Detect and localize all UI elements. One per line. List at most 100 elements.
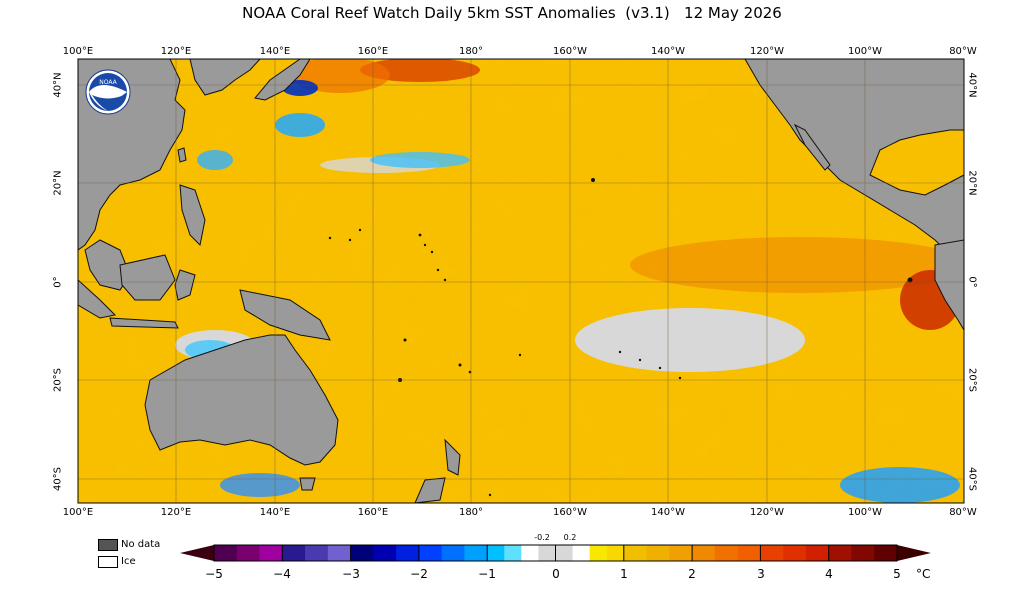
lon-tick-top: 160°E (357, 46, 389, 57)
lon-tick-bottom: 100°W (848, 507, 882, 518)
colorbar-max-arrow (897, 545, 931, 561)
colorbar (180, 544, 931, 562)
colorbar-small-tick: 0.2 (563, 533, 577, 542)
lon-tick-bottom: 160°E (357, 507, 389, 518)
lon-tick-top: 100°W (848, 46, 882, 57)
logo-text: NOAA (99, 79, 117, 86)
tasmania (299, 477, 316, 491)
colorbar-tick: 4 (825, 567, 833, 581)
philippines (179, 184, 206, 247)
colorbar-segment (504, 545, 522, 561)
lon-tick-top: 120°E (160, 46, 192, 57)
lon-tick-top: 140°E (259, 46, 291, 57)
lon-tick-bottom: 100°E (62, 507, 94, 518)
lon-tick-top: 160°W (553, 46, 587, 57)
colorbar-unit: °C (916, 567, 931, 581)
colorbar-segment (783, 545, 807, 561)
colorbar-segment (487, 545, 505, 561)
lon-tick-top: 140°W (651, 46, 685, 57)
colorbar-segment (851, 545, 875, 561)
colorbar-segment (669, 545, 693, 561)
colorbar-segment (538, 545, 556, 561)
colorbar-segment (282, 545, 306, 561)
colorbar-segment (236, 545, 261, 561)
sumatra (78, 279, 117, 319)
colorbar-segment (396, 545, 420, 561)
noaa-logo: NOAA (85, 69, 131, 115)
north-america (744, 59, 964, 261)
lon-tick-bottom: 120°E (160, 507, 192, 518)
colorbar-segment (259, 545, 283, 561)
new-zealand-south (414, 477, 446, 503)
colorbar-segment (350, 545, 374, 561)
colorbar-min-arrow (180, 545, 214, 561)
taiwan (177, 147, 187, 163)
neutral-patch-south-pacific (575, 308, 805, 372)
lon-tick-bottom: 160°W (553, 507, 587, 518)
lat-tick-right: 40°N (966, 72, 978, 98)
australia (144, 334, 339, 466)
map-frame (77, 58, 965, 504)
colorbar-tick: −4 (273, 567, 291, 581)
graticule (78, 59, 964, 503)
colorbar-tick: −1 (478, 567, 496, 581)
colorbar-segment (464, 545, 488, 561)
colorbar-segment (714, 545, 739, 561)
no-data-label: No data (121, 539, 161, 550)
colorbar-small-tick: -0.2 (534, 533, 550, 542)
lat-tick-right: 20°S (966, 367, 978, 393)
cool-anomaly-1 (275, 113, 325, 137)
lat-tick-left: 20°S (52, 367, 64, 393)
japan (254, 59, 311, 101)
borneo (119, 254, 176, 301)
colorbar-segment (214, 545, 238, 561)
colorbar-segment (418, 545, 443, 561)
lat-tick-left: 40°N (52, 72, 64, 98)
colorbar-segment (874, 545, 898, 561)
lat-tick-left: 40°S (52, 466, 64, 492)
colorbar-segment (737, 545, 761, 561)
lat-tick-right: 40°S (966, 466, 978, 492)
cool-anomaly-2 (370, 152, 470, 168)
colorbar-tick: 5 (893, 567, 901, 581)
lon-tick-bottom: 80°W (949, 507, 977, 518)
lon-tick-bottom: 140°E (259, 507, 291, 518)
lon-tick-bottom: 180° (458, 507, 484, 518)
colorbar-segment (305, 545, 329, 561)
cool-anomaly-south (220, 473, 300, 497)
colorbar-segment (646, 545, 670, 561)
lon-tick-bottom: 140°W (651, 507, 685, 518)
cool-anomaly-southeast (840, 467, 960, 503)
ice-swatch (98, 556, 118, 568)
colorbar-segment (760, 545, 784, 561)
colorbar-segment (828, 545, 852, 561)
no-data-swatch (98, 539, 118, 551)
colorbar-tick: −3 (342, 567, 360, 581)
colorbar-segment (623, 545, 648, 561)
map-title: NOAA Coral Reef Watch Daily 5km SST Anom… (242, 4, 782, 22)
new-guinea (239, 289, 331, 341)
colorbar-segment (327, 545, 352, 561)
colorbar-frame (213, 544, 898, 562)
colorbar-segment (521, 545, 539, 561)
colorbar-tick: −5 (205, 567, 223, 581)
colorbar-segment (572, 545, 591, 561)
equatorial-warm-band (630, 237, 964, 293)
colorbar-segment (589, 545, 608, 561)
colorbar-tick: 3 (757, 567, 765, 581)
colorbar-tick: 2 (688, 567, 696, 581)
warm-anomaly-north (360, 59, 480, 82)
lat-tick-right: 20°N (966, 170, 978, 196)
colorbar-segment (555, 545, 574, 561)
cool-anomaly-3 (197, 150, 233, 170)
lon-tick-bottom: 120°W (750, 507, 784, 518)
lon-tick-top: 100°E (62, 46, 94, 57)
lon-tick-top: 80°W (949, 46, 977, 57)
land-masses (78, 59, 964, 503)
south-america (934, 239, 964, 331)
ice-label: Ice (121, 556, 136, 567)
lat-tick-left: 20°N (52, 170, 64, 196)
colorbar-tick: 0 (552, 567, 560, 581)
